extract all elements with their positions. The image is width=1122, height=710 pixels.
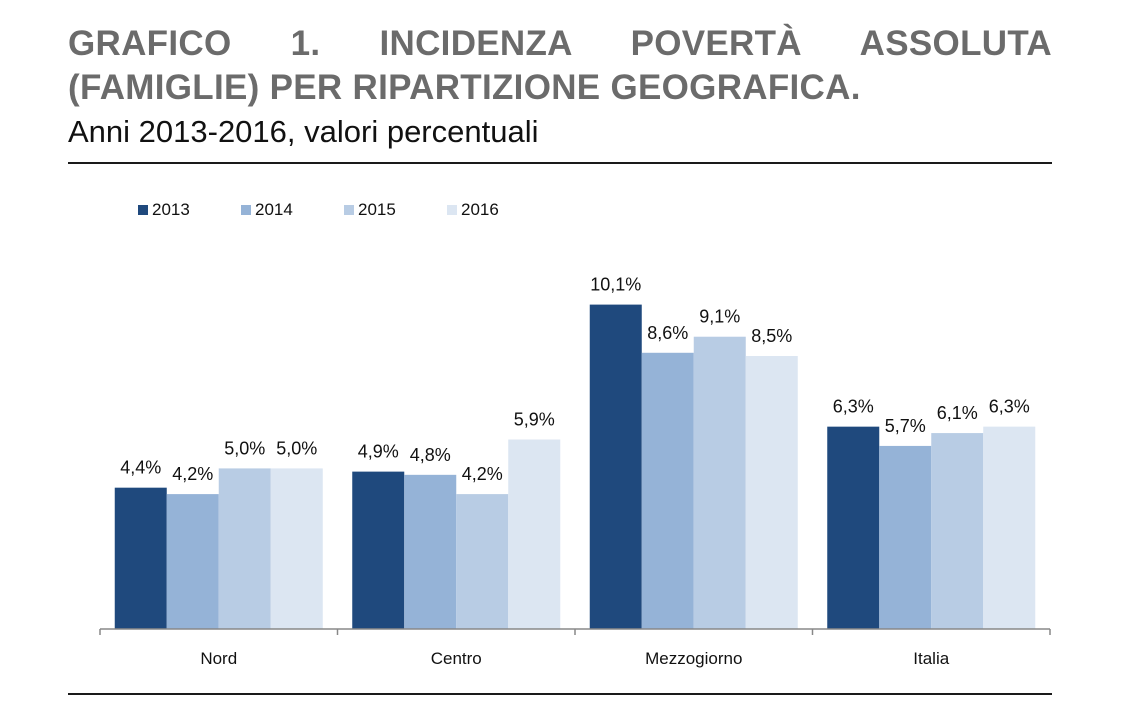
data-label-centro-2013: 4,9% xyxy=(358,442,399,462)
bar-italia-2015 xyxy=(931,433,984,629)
bar-centro-2014 xyxy=(404,474,457,629)
chart-title: GRAFICO 1. INCIDENZA POVERTÀ ASSOLUTA (F… xyxy=(68,24,1052,107)
title-block: GRAFICO 1. INCIDENZA POVERTÀ ASSOLUTA (F… xyxy=(68,22,1052,150)
bar-mezzogiorno-2013 xyxy=(589,304,642,629)
bar-nord-2016 xyxy=(270,468,323,629)
bar-mezzogiorno-2015 xyxy=(693,336,746,629)
bar-nord-2015 xyxy=(218,468,271,629)
legend-swatch-2015 xyxy=(344,205,354,215)
legend-label-2014: 2014 xyxy=(255,200,293,219)
legend-label-2016: 2016 xyxy=(461,200,499,219)
legend-swatch-2013 xyxy=(138,205,148,215)
data-label-nord-2016: 5,0% xyxy=(276,438,317,458)
data-label-mezzogiorno-2015: 9,1% xyxy=(699,307,740,327)
legend-label-2013: 2013 xyxy=(152,200,190,219)
data-label-nord-2013: 4,4% xyxy=(120,458,161,478)
data-label-italia-2015: 6,1% xyxy=(937,403,978,423)
bar-mezzogiorno-2014 xyxy=(641,352,694,629)
legend-label-2015: 2015 xyxy=(358,200,396,219)
data-label-italia-2013: 6,3% xyxy=(833,397,874,417)
legend-swatch-2014 xyxy=(241,205,251,215)
chart-subtitle: Anni 2013-2016, valori percentuali xyxy=(68,114,539,149)
data-label-italia-2016: 6,3% xyxy=(989,397,1030,417)
category-label-centro: Centro xyxy=(431,649,482,668)
data-label-mezzogiorno-2016: 8,5% xyxy=(751,326,792,346)
data-label-nord-2014: 4,2% xyxy=(172,464,213,484)
data-label-nord-2015: 5,0% xyxy=(224,438,265,458)
data-label-centro-2015: 4,2% xyxy=(462,464,503,484)
data-label-centro-2016: 5,9% xyxy=(514,410,555,430)
legend-item-2015: 2015 xyxy=(344,200,447,220)
bar-italia-2013 xyxy=(827,426,880,629)
category-label-nord: Nord xyxy=(200,649,237,668)
data-label-centro-2014: 4,8% xyxy=(410,445,451,465)
category-label-mezzogiorno: Mezzogiorno xyxy=(645,649,742,668)
bar-nord-2014 xyxy=(166,494,219,629)
bar-italia-2016 xyxy=(983,426,1036,629)
data-label-mezzogiorno-2013: 10,1% xyxy=(590,275,641,295)
bar-centro-2016 xyxy=(508,439,561,629)
data-label-italia-2014: 5,7% xyxy=(885,416,926,436)
bottom-rule xyxy=(68,693,1052,695)
bar-italia-2014 xyxy=(879,445,932,629)
bar-nord-2013 xyxy=(114,487,167,629)
data-label-mezzogiorno-2014: 8,6% xyxy=(647,323,688,343)
bar-mezzogiorno-2016 xyxy=(745,355,798,629)
legend-swatch-2016 xyxy=(447,205,457,215)
category-label-italia: Italia xyxy=(913,649,949,668)
legend-item-2013: 2013 xyxy=(138,200,241,220)
legend-item-2016: 2016 xyxy=(447,200,550,220)
legend: 2013 2014 2015 2016 xyxy=(138,200,550,220)
bar-centro-2013 xyxy=(352,471,405,629)
bar-centro-2015 xyxy=(456,494,509,629)
top-rule xyxy=(68,162,1052,164)
legend-item-2014: 2014 xyxy=(241,200,344,220)
